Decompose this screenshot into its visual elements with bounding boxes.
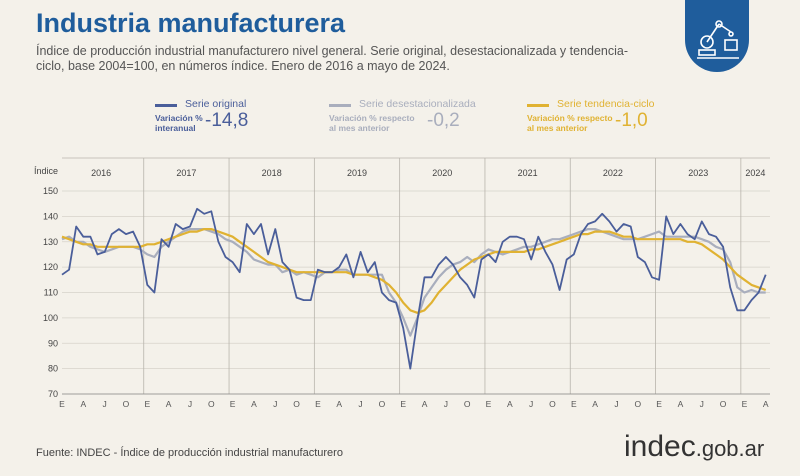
x-tick-label: E [486, 399, 492, 409]
legend-tendencia-swatch [527, 104, 549, 107]
x-tick-label: E [144, 399, 150, 409]
legend-original-value: -14,8 [205, 110, 249, 131]
legend-tendencia-name: Serie tendencia-ciclo [557, 98, 655, 110]
x-tick-label: E [400, 399, 406, 409]
x-tick-label: E [59, 399, 65, 409]
x-tick-label: O [464, 399, 471, 409]
brand-logo: indec.gob.ar [624, 430, 764, 464]
x-tick-label: J [529, 399, 533, 409]
x-tick-label: J [103, 399, 107, 409]
robot-arm-icon [697, 20, 739, 59]
x-tick-label: J [188, 399, 192, 409]
x-tick-label: J [700, 399, 704, 409]
x-tick-label: A [678, 399, 684, 409]
x-tick-label: E [742, 399, 748, 409]
x-tick-label: O [123, 399, 130, 409]
legend-desest-desc: Variación % respecto al mes anterior [329, 113, 415, 133]
year-label: 2020 [432, 168, 452, 178]
year-label: 2024 [745, 168, 765, 178]
industry-badge [685, 0, 749, 72]
year-label: 2022 [603, 168, 623, 178]
legend-original-swatch [155, 104, 177, 107]
brand-domain: .gob.ar [695, 436, 765, 461]
x-tick-label: A [592, 399, 598, 409]
year-label: 2017 [176, 168, 196, 178]
series-line-tendencia-ciclo [61, 228, 767, 314]
page-title: Industria manufacturera [36, 8, 346, 38]
year-label: 2016 [91, 168, 111, 178]
legend-desest-name: Serie desestacionalizada [359, 98, 476, 110]
x-tick-label: J [273, 399, 277, 409]
series-line-desestacionalizada [61, 228, 766, 337]
x-tick-label: O [720, 399, 727, 409]
legend-original-name: Serie original [185, 98, 247, 110]
y-tick-label: 120 [43, 262, 58, 272]
x-tick-label: O [634, 399, 641, 409]
legend-tendencia-desc: Variación % respecto al mes anterior [527, 113, 613, 133]
year-label: 2021 [518, 168, 538, 178]
x-tick-label: A [507, 399, 513, 409]
x-tick-label: A [422, 399, 428, 409]
legend-tendencia-desc2: al mes anterior [527, 122, 588, 133]
x-tick-label: E [656, 399, 662, 409]
legend-desest-swatch [329, 104, 351, 107]
y-tick-label: 140 [43, 211, 58, 221]
y-tick-label: 100 [43, 313, 58, 323]
y-tick-label: 110 [44, 288, 58, 298]
x-tick-label: A [166, 399, 172, 409]
legend-tendencia-desc1: Variación % respecto [527, 113, 613, 123]
legend-original-desc1: Variación % [155, 113, 203, 123]
x-tick-label: O [293, 399, 300, 409]
x-tick-label: J [444, 399, 448, 409]
x-tick-label: O [208, 399, 215, 409]
legend-desest-desc2: al mes anterior [329, 122, 390, 133]
y-tick-label: 70 [48, 389, 58, 399]
x-tick-label: A [251, 399, 257, 409]
x-tick-label: O [549, 399, 556, 409]
year-label: 2019 [347, 168, 367, 178]
x-tick-label: E [571, 399, 577, 409]
legend-original-desc: Variación % interanual [155, 113, 203, 133]
y-tick-label: 90 [48, 338, 58, 348]
page-subtitle: Índice de producción industrial manufact… [36, 44, 629, 73]
x-tick-label: J [358, 399, 362, 409]
legend-tendencia-value: -1,0 [615, 110, 648, 131]
legend-original-desc2: interanual [155, 122, 196, 133]
source-note: Fuente: INDEC - Índice de producción ind… [36, 447, 343, 459]
x-tick-label: J [614, 399, 618, 409]
y-tick-label: 150 [43, 186, 58, 196]
x-tick-label: A [763, 399, 769, 409]
y-tick-label: 80 [48, 364, 58, 374]
y-axis-label: Índice [34, 166, 58, 176]
x-tick-label: E [315, 399, 321, 409]
x-tick-label: A [80, 399, 86, 409]
year-label: 2023 [688, 168, 708, 178]
x-tick-label: A [336, 399, 342, 409]
y-tick-label: 130 [43, 237, 58, 247]
x-tick-label: O [379, 399, 386, 409]
x-tick-label: E [230, 399, 236, 409]
series-line-original [61, 207, 767, 370]
legend-desest-desc1: Variación % respecto [329, 113, 415, 123]
brand-name: indec [624, 430, 696, 463]
legend-desest-value: -0,2 [427, 110, 460, 131]
year-label: 2018 [262, 168, 282, 178]
